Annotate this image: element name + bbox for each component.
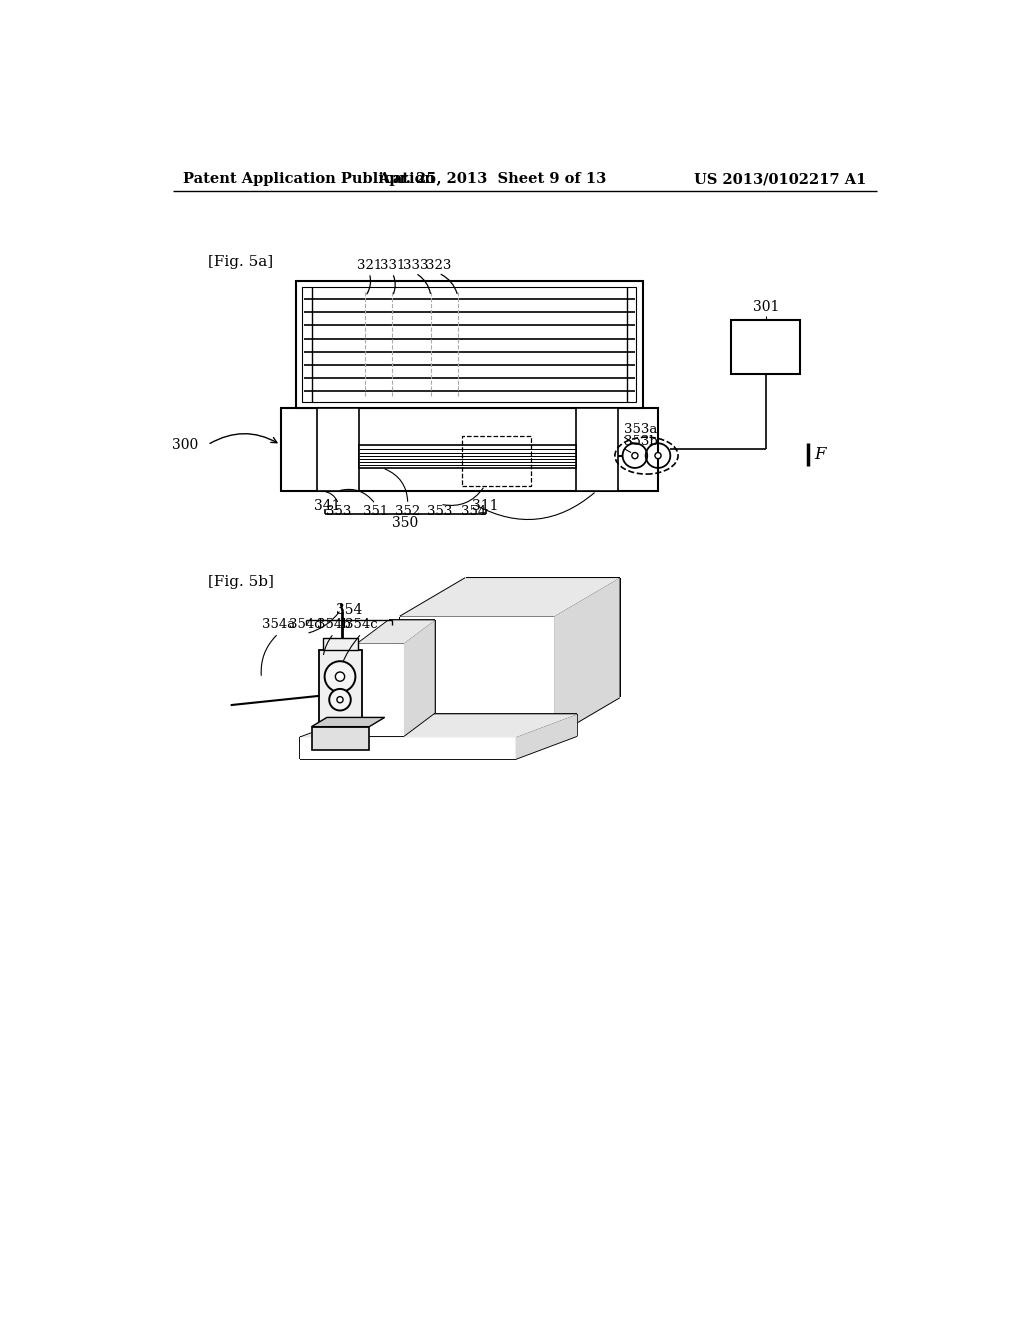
Text: Patent Application Publication: Patent Application Publication — [183, 172, 435, 186]
Text: 353: 353 — [326, 506, 351, 517]
Circle shape — [325, 661, 355, 692]
Polygon shape — [357, 644, 403, 737]
Text: 301: 301 — [753, 300, 779, 314]
Text: 354b: 354b — [317, 618, 350, 631]
Polygon shape — [554, 578, 620, 737]
Bar — [302, 286, 637, 401]
Polygon shape — [400, 578, 620, 616]
Text: 331: 331 — [380, 259, 406, 272]
Text: 341: 341 — [314, 499, 341, 512]
Text: 323: 323 — [426, 259, 452, 272]
Bar — [462, 436, 531, 486]
Text: 352: 352 — [395, 506, 421, 517]
Bar — [731, 321, 801, 374]
Polygon shape — [357, 620, 435, 644]
Text: [Fig. 5a]: [Fig. 5a] — [208, 255, 272, 269]
Text: F: F — [814, 446, 825, 463]
Text: 311: 311 — [471, 499, 498, 512]
Circle shape — [330, 689, 351, 710]
Text: US 2013/0102217 A1: US 2013/0102217 A1 — [694, 172, 866, 186]
Polygon shape — [300, 714, 578, 738]
Text: 353b: 353b — [625, 434, 657, 447]
Text: 300: 300 — [172, 438, 199, 451]
Bar — [281, 408, 658, 491]
Text: 354d: 354d — [289, 618, 323, 631]
Text: Apr. 25, 2013  Sheet 9 of 13: Apr. 25, 2013 Sheet 9 of 13 — [378, 172, 606, 186]
Text: 333: 333 — [402, 259, 428, 272]
Circle shape — [336, 672, 345, 681]
Text: 354: 354 — [336, 603, 362, 618]
Text: 353a: 353a — [625, 422, 657, 436]
Polygon shape — [515, 714, 578, 759]
Bar — [316, 408, 359, 491]
Bar — [359, 445, 575, 469]
Circle shape — [632, 453, 638, 459]
Circle shape — [655, 453, 662, 459]
Text: 354c: 354c — [345, 618, 378, 631]
Bar — [575, 408, 617, 491]
Bar — [296, 281, 643, 408]
Text: 353: 353 — [427, 506, 453, 517]
Polygon shape — [403, 620, 435, 737]
Bar — [323, 638, 357, 649]
Text: 321: 321 — [356, 259, 382, 272]
Bar — [311, 726, 370, 750]
Text: 354: 354 — [462, 506, 486, 517]
Text: [Fig. 5b]: [Fig. 5b] — [208, 576, 273, 589]
Circle shape — [337, 697, 343, 702]
Text: 350: 350 — [392, 516, 419, 529]
Text: 351: 351 — [362, 506, 388, 517]
Polygon shape — [311, 718, 385, 726]
Polygon shape — [300, 738, 515, 759]
Bar — [319, 649, 361, 726]
Text: 354a: 354a — [262, 618, 295, 631]
Polygon shape — [400, 616, 554, 737]
